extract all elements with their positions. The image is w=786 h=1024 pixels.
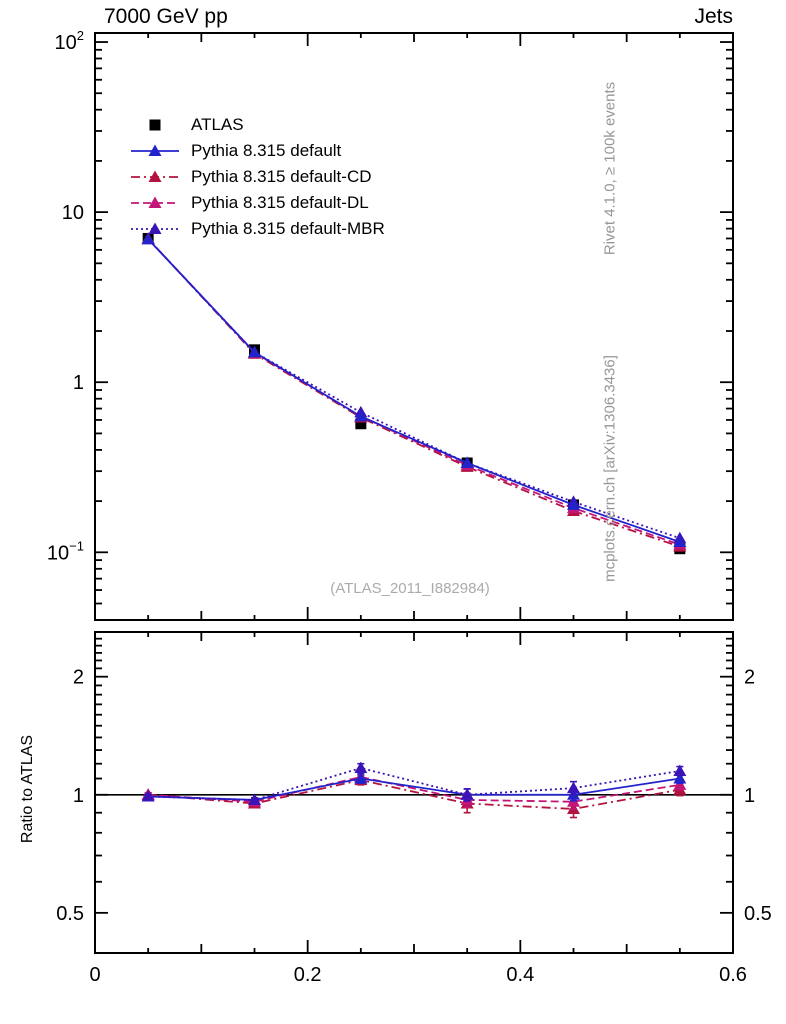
data-point-marker-triangle <box>148 144 162 156</box>
analysis-group-title: Jets <box>694 5 733 28</box>
square-marker-icon <box>149 119 161 131</box>
ratio-y-tick-label-right: 2 <box>744 667 755 689</box>
data-point-marker-triangle <box>460 788 474 800</box>
data-point-marker-triangle <box>354 772 368 784</box>
series-pythia-8-315-default-dl-main-line <box>147 238 681 546</box>
data-point-marker-triangle <box>673 772 687 784</box>
rivet-version-note: Rivet 4.1.0, ≥ 100k events <box>601 81 619 256</box>
main-y-tick-label: 102 <box>55 28 84 54</box>
data-point-marker-square <box>149 119 161 131</box>
ratio-y-tick-label-left: 2 <box>73 667 84 689</box>
x-tick-label: 0.6 <box>719 964 747 986</box>
legend: ATLAS Pythia 8.315 default Pythia 8.315 de… <box>131 112 385 242</box>
ratio-y-tick-label-right: 0.5 <box>744 903 772 925</box>
data-point-marker-triangle <box>354 409 368 422</box>
data-point-marker-triangle <box>673 535 687 547</box>
triangle-marker-icon <box>131 170 179 182</box>
legend-label: Pythia 8.315 default-CD <box>191 167 372 186</box>
analysis-watermark: (ATLAS_2011_I882984) <box>330 580 490 597</box>
legend-item-pythia-8-315-default-dl: Pythia 8.315 default-DL <box>131 190 385 216</box>
series-pythia-8-315-default-cd-main-line <box>147 238 681 548</box>
data-point-marker-triangle <box>354 761 368 774</box>
data-point-marker-triangle <box>567 781 580 794</box>
data-point-marker-triangle <box>460 456 474 469</box>
data-point-marker-triangle <box>673 778 687 790</box>
data-point-marker-triangle <box>141 232 155 245</box>
legend-item-atlas: ATLAS <box>131 112 385 138</box>
legend-label: Pythia 8.315 default-DL <box>191 193 369 212</box>
legend-label: Pythia 8.315 default <box>191 141 342 160</box>
beam-title: 7000 GeV pp <box>104 5 228 28</box>
data-point-marker-triangle <box>248 793 261 805</box>
ratio-y-tick-label-left: 0.5 <box>56 903 84 925</box>
data-point-marker-triangle <box>567 498 580 510</box>
main-y-tick-label: 1 <box>73 372 84 394</box>
ratio-axis-label: Ratio to ATLAS <box>19 734 36 844</box>
legend-item-pythia-8-315-default: Pythia 8.315 default <box>131 138 385 164</box>
ratio-y-tick-label-left: 1 <box>73 785 84 807</box>
x-tick-label: 0 <box>89 964 100 986</box>
data-point-marker-square <box>355 418 367 430</box>
data-point-marker-triangle <box>673 764 687 776</box>
main-y-tick-label: 10−1 <box>47 538 84 564</box>
axis-tick-labels: 0 0.2 0.4 0.6 102 10 1 10−1 2 2 1 1 0.5 0.5 <box>47 28 772 986</box>
triangle-marker-icon <box>131 196 179 208</box>
triangle-marker-icon <box>131 144 179 156</box>
data-point-marker-triangle <box>148 222 162 234</box>
legend-item-pythia-8-315-default-cd: Pythia 8.315 default-CD <box>131 164 385 190</box>
legend-item-pythia-8-315-default-mbr: Pythia 8.315 default-MBR <box>131 216 385 242</box>
series-pythia-8-315-default-main-markers <box>141 232 687 547</box>
ratio-y-tick-label-right: 1 <box>744 785 755 807</box>
mcplots-reference-note: mcplots.cern.ch [arXiv:1306.3436] <box>601 355 619 582</box>
series-pythia-8-315-default-main-line <box>147 238 681 543</box>
triangle-marker-icon <box>131 222 179 234</box>
legend-label: ATLAS <box>191 115 244 134</box>
x-tick-label: 0.2 <box>294 964 322 986</box>
main-y-tick-label: 10 <box>62 202 84 224</box>
series-pythia-8-315-default-mbr-main-line <box>147 238 681 540</box>
x-tick-label: 0.4 <box>506 964 534 986</box>
data-point-marker-triangle <box>148 170 162 182</box>
data-point-marker-triangle <box>141 789 155 802</box>
data-point-marker-triangle <box>148 196 162 208</box>
series-pythia-8-315-default-mbr-ratio <box>141 761 687 805</box>
legend-label: Pythia 8.315 default-MBR <box>191 219 385 238</box>
data-point-marker-triangle <box>248 345 261 358</box>
